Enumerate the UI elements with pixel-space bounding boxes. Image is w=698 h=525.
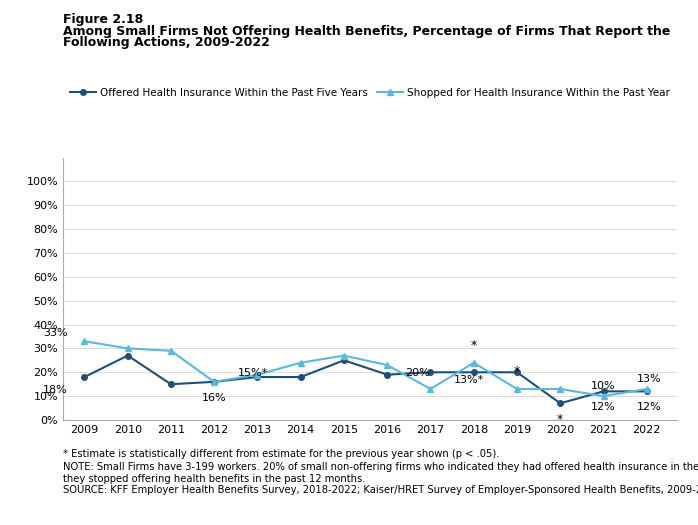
Text: 12%: 12% bbox=[591, 402, 616, 412]
Text: 13%: 13% bbox=[637, 374, 661, 384]
Text: 16%: 16% bbox=[202, 393, 227, 403]
Text: *: * bbox=[514, 365, 520, 378]
Text: 13%*: 13%* bbox=[454, 375, 484, 385]
Text: Following Actions, 2009-2022: Following Actions, 2009-2022 bbox=[63, 36, 269, 49]
Text: 18%: 18% bbox=[43, 385, 68, 395]
Text: 12%: 12% bbox=[637, 402, 661, 412]
Text: Among Small Firms Not Offering Health Benefits, Percentage of Firms That Report : Among Small Firms Not Offering Health Be… bbox=[63, 25, 670, 38]
Text: *: * bbox=[557, 413, 563, 426]
Text: 10%: 10% bbox=[591, 381, 616, 391]
Text: they stopped offering health benefits in the past 12 months.: they stopped offering health benefits in… bbox=[63, 474, 365, 484]
Text: 33%: 33% bbox=[43, 328, 68, 338]
Text: Figure 2.18: Figure 2.18 bbox=[63, 13, 143, 26]
Legend: Offered Health Insurance Within the Past Five Years, Shopped for Health Insuranc: Offered Health Insurance Within the Past… bbox=[66, 84, 674, 102]
Text: SOURCE: KFF Employer Health Benefits Survey, 2018-2022; Kaiser/HRET Survey of Em: SOURCE: KFF Employer Health Benefits Sur… bbox=[63, 485, 698, 495]
Text: 15%*: 15%* bbox=[238, 368, 268, 378]
Text: * Estimate is statistically different from estimate for the previous year shown : * Estimate is statistically different fr… bbox=[63, 449, 499, 459]
Text: 20%: 20% bbox=[405, 368, 430, 377]
Text: *: * bbox=[470, 339, 477, 352]
Text: NOTE: Small Firms have 3-199 workers. 20% of small non-offering firms who indica: NOTE: Small Firms have 3-199 workers. 20… bbox=[63, 462, 698, 472]
